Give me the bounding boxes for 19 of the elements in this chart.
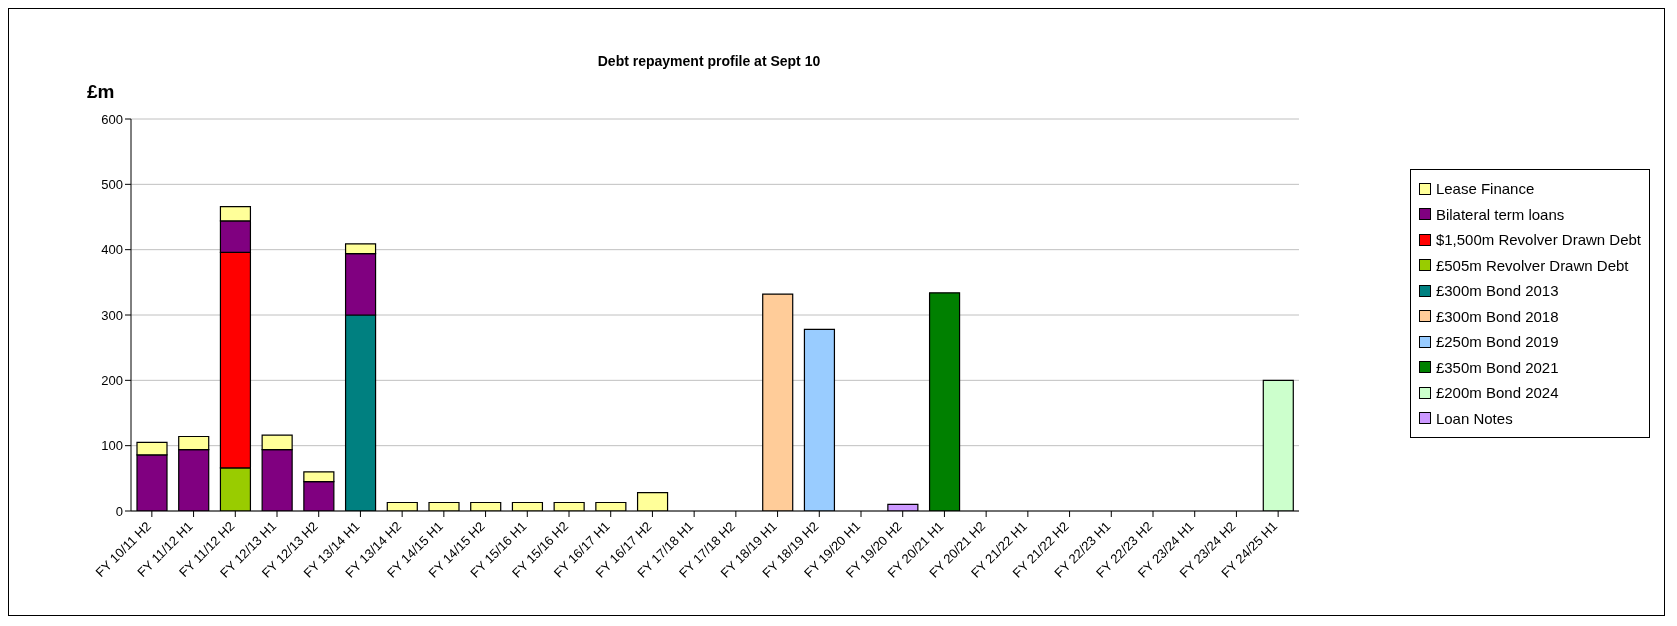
legend-label: Loan Notes [1435, 408, 1513, 429]
y-tick-label: 400 [101, 242, 123, 258]
legend-label: £350m Bond 2021 [1435, 357, 1559, 378]
y-tick-label: 500 [101, 176, 123, 192]
y-tick-label: 100 [101, 438, 123, 454]
legend-label: Bilateral term loans [1435, 204, 1565, 225]
y-tick-label: 0 [115, 503, 123, 519]
legend-label: Lease Finance [1435, 179, 1535, 199]
y-axis-title: £m [87, 81, 115, 103]
legend-label: £200m Bond 2024 [1435, 383, 1559, 403]
legend-label: £505m Revolver Drawn Debt [1435, 255, 1629, 276]
y-tick-label: 600 [101, 111, 123, 127]
legend-label: $1,500m Revolver Drawn Debt [1435, 230, 1641, 250]
legend-label: £300m Bond 2013 [1435, 281, 1559, 301]
legend-label: £300m Bond 2018 [1435, 306, 1559, 327]
chart-title: Debt repayment profile at Sept 10 [596, 53, 822, 69]
y-tick-label: 200 [101, 372, 123, 388]
legend-label: £250m Bond 2019 [1435, 332, 1559, 352]
y-tick-label: 300 [101, 307, 123, 323]
